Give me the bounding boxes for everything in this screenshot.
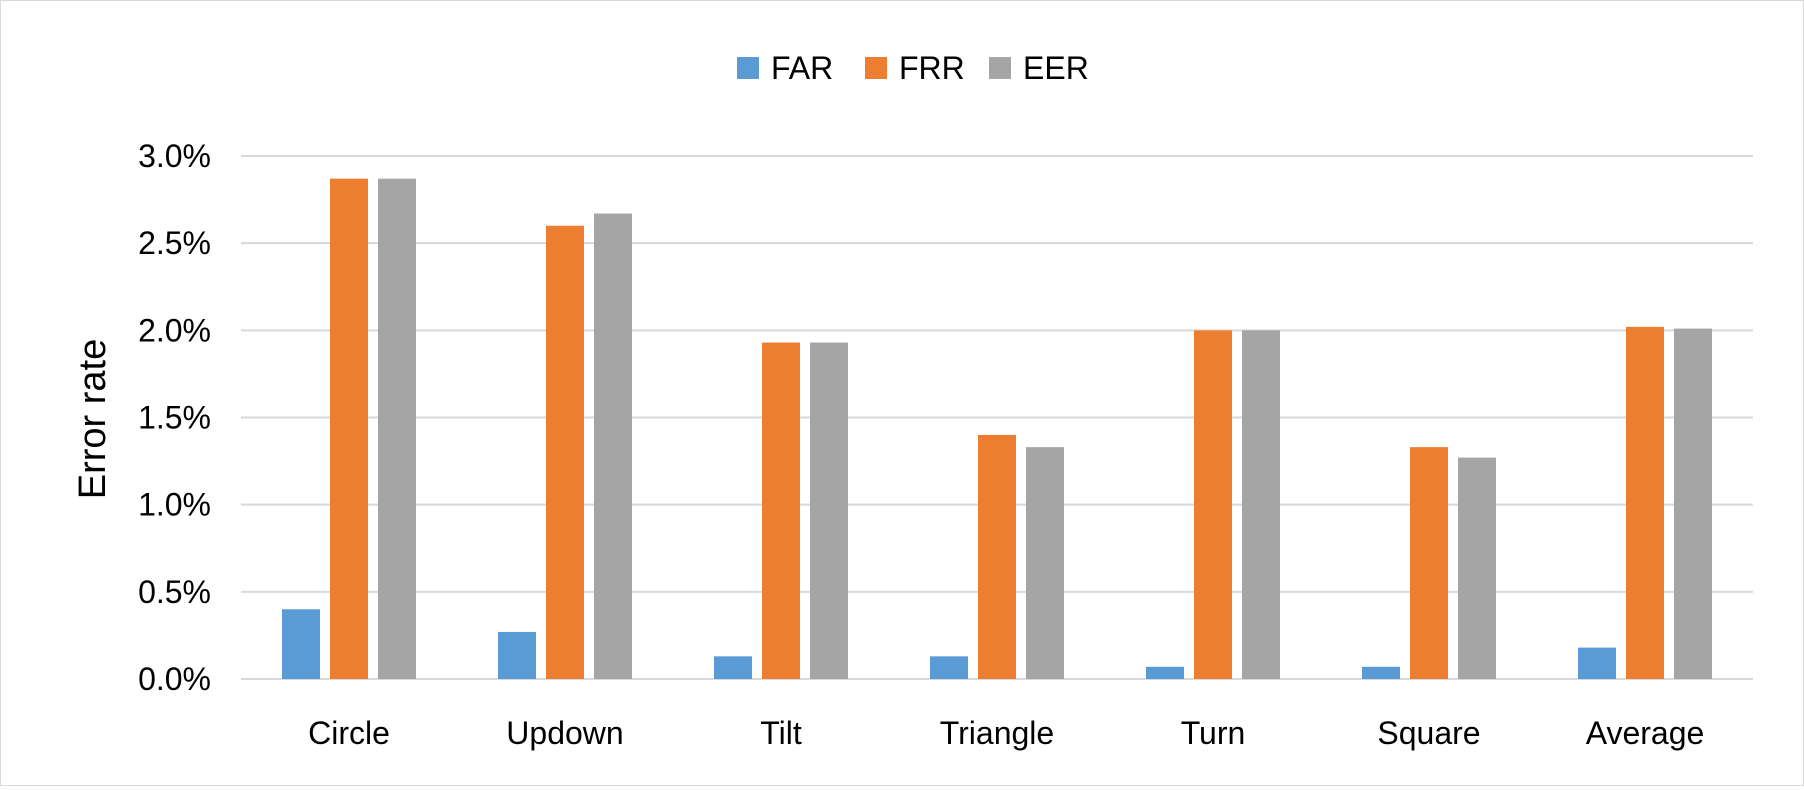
legend-swatch-far <box>737 57 759 79</box>
bar-eer-triangle <box>1026 447 1064 679</box>
bar-far-triangle <box>930 656 968 679</box>
legend-swatch-eer <box>989 57 1011 79</box>
bar-frr-tilt <box>762 342 800 679</box>
legend-label-far: FAR <box>771 50 833 86</box>
bar-eer-updown <box>594 213 632 679</box>
y-tick-label: 2.0% <box>138 312 211 348</box>
bar-frr-turn <box>1194 330 1232 679</box>
y-tick-label: 1.5% <box>138 400 211 436</box>
y-tick-label: 0.5% <box>138 574 211 610</box>
bar-frr-circle <box>330 178 368 679</box>
legend-label-frr: FRR <box>899 50 965 86</box>
bar-frr-square <box>1410 447 1448 679</box>
bars <box>282 178 1712 679</box>
bar-frr-triangle <box>978 434 1016 679</box>
legend-swatch-frr <box>865 57 887 79</box>
category-label: Average <box>1586 715 1705 751</box>
y-tick-label: 3.0% <box>138 138 211 174</box>
bar-far-tilt <box>714 656 752 679</box>
category-label: Circle <box>308 715 390 751</box>
bar-eer-average <box>1674 328 1712 679</box>
bar-eer-square <box>1458 457 1496 679</box>
bar-eer-circle <box>378 178 416 679</box>
bar-frr-average <box>1626 326 1664 679</box>
bar-far-updown <box>498 631 536 679</box>
bar-far-square <box>1362 666 1400 679</box>
legend-label-eer: EER <box>1023 50 1089 86</box>
y-axis-title: Error rate <box>72 339 114 499</box>
bar-far-circle <box>282 609 320 679</box>
bar-eer-turn <box>1242 330 1280 679</box>
legend: FAR FRR EER <box>737 50 1089 86</box>
bar-frr-updown <box>546 225 584 679</box>
category-label: Triangle <box>940 715 1054 751</box>
y-tick-label: 2.5% <box>138 225 211 261</box>
category-label: Square <box>1377 715 1480 751</box>
y-tick-label: 1.0% <box>138 487 211 523</box>
y-tick-labels: 0.0% 0.5% 1.0% 1.5% 2.0% 2.5% 3.0% <box>138 138 211 697</box>
bar-far-average <box>1578 647 1616 679</box>
category-label: Updown <box>506 715 623 751</box>
y-tick-label: 0.0% <box>138 661 211 697</box>
category-label: Turn <box>1181 715 1246 751</box>
bar-eer-tilt <box>810 342 848 679</box>
bar-far-turn <box>1146 666 1184 679</box>
category-label: Tilt <box>760 715 802 751</box>
category-labels: Circle Updown Tilt Triangle Turn Square Averag… <box>308 715 1704 751</box>
